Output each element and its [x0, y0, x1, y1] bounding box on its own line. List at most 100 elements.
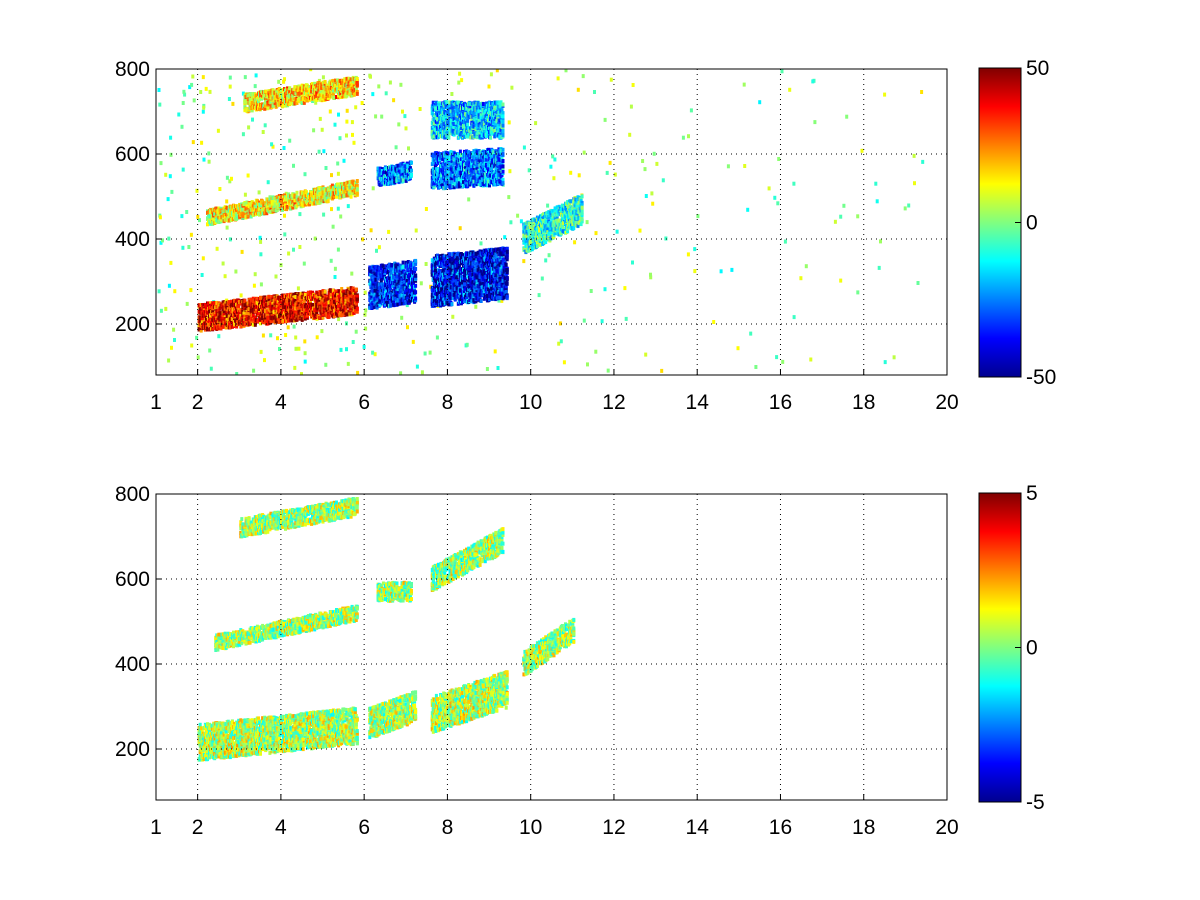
heatmap-cell — [159, 161, 163, 166]
heatmap-cell — [237, 307, 241, 312]
heatmap-cell — [400, 301, 404, 306]
heatmap-cell — [582, 318, 586, 323]
heatmap-cell — [331, 92, 335, 97]
heatmap-cell — [458, 71, 462, 76]
heatmap-cell — [245, 311, 249, 315]
heatmap-cell — [236, 212, 240, 217]
heatmap-cell — [218, 314, 222, 319]
heatmap-cell — [273, 314, 277, 319]
heatmap-cell — [726, 164, 730, 169]
heatmap-cell — [399, 295, 403, 300]
heatmap-cell — [243, 201, 247, 206]
heatmap-cell — [315, 290, 319, 295]
heatmap-cell — [293, 196, 297, 201]
heatmap-cell — [246, 213, 250, 218]
heatmap-cell — [293, 365, 297, 370]
heatmap-cell — [414, 283, 418, 288]
heatmap-cell — [293, 193, 297, 198]
heatmap-cell — [314, 100, 318, 105]
heatmap-cell — [371, 186, 375, 191]
heatmap-cell — [255, 101, 259, 106]
heatmap-cell — [436, 277, 439, 282]
heatmap-cell — [593, 90, 596, 94]
heatmap-cell — [353, 192, 357, 197]
heatmap-cell — [314, 293, 318, 298]
heatmap-cell — [392, 269, 396, 274]
heatmap-cell — [389, 176, 393, 181]
heatmap-cell — [487, 84, 491, 89]
heatmap-cell — [245, 200, 249, 205]
heatmap-cell — [423, 351, 427, 356]
heatmap-cell — [349, 79, 353, 84]
heatmap-cell — [348, 180, 352, 185]
heatmap-cell — [613, 172, 617, 177]
heatmap-cell — [218, 306, 222, 311]
heatmap-cell — [252, 368, 256, 373]
heatmap-cell — [730, 267, 734, 272]
heatmap-cell — [277, 302, 281, 307]
heatmap-cell — [600, 319, 604, 324]
heatmap-cell — [265, 298, 269, 303]
heatmap-cell — [434, 274, 438, 279]
heatmap-cell — [219, 326, 223, 331]
heatmap-cell — [215, 246, 219, 251]
heatmap-cell — [222, 311, 226, 316]
heatmap-cell — [285, 319, 289, 323]
heatmap-cell — [226, 319, 230, 324]
heatmap-cell — [860, 148, 864, 153]
heatmap-cell — [279, 88, 283, 92]
heatmap-cell — [217, 334, 221, 339]
heatmap-cell — [350, 93, 354, 98]
heatmap-cell — [300, 101, 304, 105]
heatmap-cell — [547, 253, 551, 258]
heatmap-cell — [199, 328, 203, 333]
heatmap-cell — [345, 108, 349, 113]
heatmap-cell — [551, 154, 555, 159]
heatmap-cell — [387, 229, 391, 234]
heatmap-cell — [248, 98, 252, 102]
heatmap-cell — [335, 311, 338, 316]
heatmap-cell — [385, 289, 388, 294]
heatmap-cell — [655, 161, 659, 166]
heatmap-cell — [188, 85, 192, 90]
heatmap-cell — [407, 146, 410, 151]
heatmap-cell — [346, 180, 350, 185]
heatmap-cell — [380, 276, 384, 281]
heatmap-cell — [206, 326, 209, 331]
heatmap-cell — [309, 69, 313, 72]
heatmap-cell — [226, 215, 230, 220]
heatmap-cell — [392, 169, 396, 174]
heatmap-cell — [235, 324, 239, 329]
heatmap-cell — [643, 167, 647, 172]
heatmap-cell — [271, 195, 275, 200]
heatmap-cell — [368, 305, 372, 310]
heatmap-cell — [266, 106, 270, 111]
heatmap-cell — [403, 114, 407, 119]
heatmap-cell — [380, 169, 384, 173]
heatmap-cell — [337, 309, 341, 314]
heatmap-cell — [833, 219, 837, 224]
heatmap-cell — [265, 211, 269, 216]
heatmap-cell — [379, 280, 383, 284]
heatmap-cell — [399, 287, 403, 292]
heatmap-cell — [845, 114, 849, 119]
heatmap-cell — [413, 269, 417, 273]
heatmap-cell — [396, 302, 400, 307]
heatmap-cell — [354, 301, 358, 306]
heatmap-cell — [323, 80, 327, 84]
heatmap-cell — [213, 322, 217, 327]
heatmap-cell — [252, 202, 256, 207]
heatmap-cell — [249, 214, 253, 219]
heatmap-cell — [261, 306, 265, 311]
heatmap-cell — [239, 293, 243, 298]
heatmap-cell — [411, 273, 414, 278]
heatmap-cell — [334, 81, 337, 86]
heatmap-cell — [173, 338, 176, 342]
heatmap-cell — [209, 221, 213, 226]
heatmap-cell — [260, 106, 264, 110]
heatmap-cell — [242, 211, 246, 216]
heatmap-cell — [286, 315, 290, 320]
heatmap-cell — [275, 202, 279, 207]
heatmap-cell — [562, 360, 566, 365]
heatmap-cell — [250, 96, 254, 101]
